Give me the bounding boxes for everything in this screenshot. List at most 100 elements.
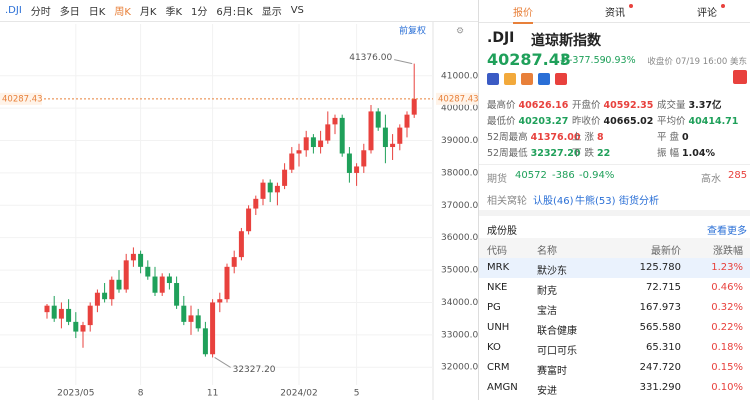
header-cell: 最新价 xyxy=(651,246,681,257)
quote-status: 收盘价 07/19 16:00 美东 xyxy=(647,57,747,67)
futures-change-pct: -0.94% xyxy=(579,170,615,181)
table-row[interactable]: KO 可口可乐 65.310 0.18% xyxy=(479,338,750,358)
annotation: 32327.20 xyxy=(233,365,276,375)
toolbar-item[interactable]: VS xyxy=(290,5,304,16)
candle-body xyxy=(310,137,316,148)
toolbar-item[interactable]: 日K xyxy=(88,7,106,18)
related-link[interactable]: 街货分析 xyxy=(619,196,659,207)
section-title: 成份股 xyxy=(487,226,517,237)
toolbar-item[interactable]: 显示 xyxy=(261,7,282,18)
candle-body xyxy=(354,166,360,173)
x-tick-label: 8 xyxy=(138,389,144,399)
tab-bar xyxy=(479,0,750,23)
candle-body xyxy=(274,185,280,193)
cell: UNH xyxy=(487,322,510,333)
table-row[interactable]: NKE 耐克 72.715 0.46% xyxy=(479,278,750,298)
stat-value: 40626.16 xyxy=(518,100,569,111)
toolbar-item[interactable]: 月K xyxy=(139,7,157,18)
table-row[interactable]: PG 宝洁 167.973 0.32% xyxy=(479,298,750,318)
cell: 0.22% xyxy=(711,322,743,333)
tab[interactable]: 资讯 xyxy=(605,8,625,19)
candle-body xyxy=(411,98,417,115)
add-button[interactable] xyxy=(733,70,747,84)
candle-body xyxy=(390,143,396,148)
cell: 耐克 xyxy=(537,286,557,297)
stat-value: 40665.02 xyxy=(603,116,654,127)
cell: 331.290 xyxy=(639,382,681,393)
last-price-tag xyxy=(436,92,478,105)
candle-body xyxy=(87,305,93,326)
cell: 1.23% xyxy=(711,262,743,273)
candle-body xyxy=(116,279,122,290)
quote-price: 40287.43 xyxy=(487,50,572,69)
tab[interactable]: 报价 xyxy=(513,4,533,24)
candle-body xyxy=(246,208,252,232)
candle-body xyxy=(224,266,230,300)
candle-body xyxy=(130,253,136,261)
stat-label: 平 盘 xyxy=(657,132,680,143)
icon xyxy=(538,73,550,85)
candle-body xyxy=(318,140,324,148)
table-row[interactable]: UNH 联合健康 565.580 0.22% xyxy=(479,318,750,338)
candle-body xyxy=(289,153,295,170)
icon xyxy=(487,73,499,85)
stat: 昨收价 40665.02 xyxy=(572,113,653,127)
stat-label: 昨收价 xyxy=(572,116,601,127)
candle-body xyxy=(174,283,180,306)
candle-body xyxy=(267,182,273,193)
toolbar-item[interactable]: 多日 xyxy=(59,7,80,18)
candle-body xyxy=(181,305,187,322)
cell: CRM xyxy=(487,362,510,373)
table-header: 代码 名称 最新价 涨跌幅 xyxy=(479,238,750,258)
table-row[interactable]: AMGN 安进 331.290 0.10% xyxy=(479,378,750,398)
toolbar-item[interactable]: 1分 xyxy=(191,7,208,18)
adjust-button[interactable]: 前复权 xyxy=(399,25,426,37)
candle-body xyxy=(202,328,208,355)
settings-icon[interactable]: ⚙ xyxy=(456,27,464,37)
y-tick-label: 38000.00 xyxy=(441,168,478,178)
stat-value: 32327.20 xyxy=(530,148,581,159)
stat-label: 最高价 xyxy=(487,100,516,111)
cell: 72.715 xyxy=(646,282,681,293)
candle-body xyxy=(346,153,352,173)
badge xyxy=(629,4,633,8)
cell: 可口可乐 xyxy=(537,346,577,357)
last-price-label: 40287.43 xyxy=(2,94,43,104)
related-link[interactable]: 牛熊(53) xyxy=(575,196,616,207)
stat-value: 8 xyxy=(597,132,604,143)
cell: 默沙东 xyxy=(537,266,567,277)
candle-body xyxy=(296,150,302,154)
toolbar-item[interactable]: 分时 xyxy=(30,7,51,18)
header-cell: 代码 xyxy=(487,246,507,257)
related-link[interactable]: 认股(46) xyxy=(533,196,574,207)
candle-body xyxy=(94,292,100,306)
header-cell: 名称 xyxy=(537,246,557,257)
stat-label: 开盘价 xyxy=(572,100,601,111)
cell: 65.310 xyxy=(646,342,681,353)
annotation: 41376.00 xyxy=(349,53,392,63)
stat-value: 40203.27 xyxy=(518,116,569,127)
toolbar-item[interactable]: 季K xyxy=(165,7,183,18)
symbol: .DJI xyxy=(5,5,22,16)
stat: 振 幅 1.04% xyxy=(657,145,715,159)
table-row[interactable]: MRK 默沙东 125.780 1.23% xyxy=(479,258,750,278)
stat: 平均价 40414.71 xyxy=(657,113,738,127)
stat: 52周最高 41376.00 xyxy=(487,129,580,143)
tab[interactable]: 评论 xyxy=(697,8,717,19)
candle-body xyxy=(404,114,410,128)
x-tick-label: 2023/05 xyxy=(57,389,94,399)
toolbar-item[interactable]: 周K xyxy=(114,7,131,18)
candle-body xyxy=(188,315,194,322)
candle-body xyxy=(159,276,165,293)
more-link[interactable]: 查看更多 xyxy=(707,226,747,237)
quote-change-pct: -0.93% xyxy=(602,55,636,66)
table-row[interactable]: CRM 赛富时 247.720 0.15% xyxy=(479,358,750,378)
quote-change: -377.59 xyxy=(569,55,606,66)
candle-body xyxy=(368,111,374,151)
toolbar-item[interactable]: 6月:日K xyxy=(216,7,253,18)
stat: 52周最低 32327.20 xyxy=(487,145,580,159)
down-arrow: ⬇ xyxy=(558,52,569,66)
cell: 0.18% xyxy=(711,342,743,353)
